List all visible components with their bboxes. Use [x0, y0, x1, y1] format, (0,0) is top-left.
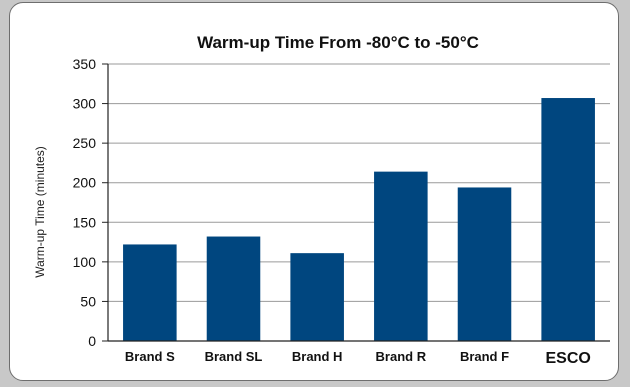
bar-brand-sl: [206, 236, 261, 341]
y-tick-label: 50: [80, 293, 96, 309]
x-tick-label: ESCO: [545, 350, 590, 367]
bar-brand-r: [374, 171, 428, 341]
x-tick-labels: Brand S Brand SL Brand H Brand R Brand F ESCO: [125, 349, 591, 367]
y-tick-label: 150: [73, 214, 97, 230]
x-tick-label: Brand R: [376, 349, 427, 364]
chart-title: Warm-up Time From -80°C to -50°C: [197, 33, 479, 52]
y-tick-label: 200: [73, 175, 97, 191]
y-tick-label: 350: [73, 56, 97, 72]
y-tick-label: 250: [73, 135, 97, 151]
bar-brand-s: [123, 244, 177, 341]
y-tick-label: 0: [88, 333, 96, 349]
bar-brand-h: [290, 253, 344, 341]
x-tick-label: Brand S: [125, 349, 175, 364]
bars: [123, 98, 595, 341]
y-axis-label: Warm-up Time (minutes): [33, 146, 47, 278]
axes: [102, 63, 610, 342]
x-tick-label: Brand SL: [205, 349, 263, 364]
bar-brand-f: [457, 187, 512, 341]
x-tick-label: Brand F: [460, 349, 509, 364]
y-tick-label: 300: [73, 96, 97, 112]
gridlines: [108, 63, 610, 302]
y-tick-label: 100: [73, 254, 97, 270]
y-tick-labels: 0 50 100 150 200 250 300 350: [73, 56, 97, 349]
x-tick-label: Brand H: [292, 349, 343, 364]
bar-esco: [541, 98, 595, 341]
